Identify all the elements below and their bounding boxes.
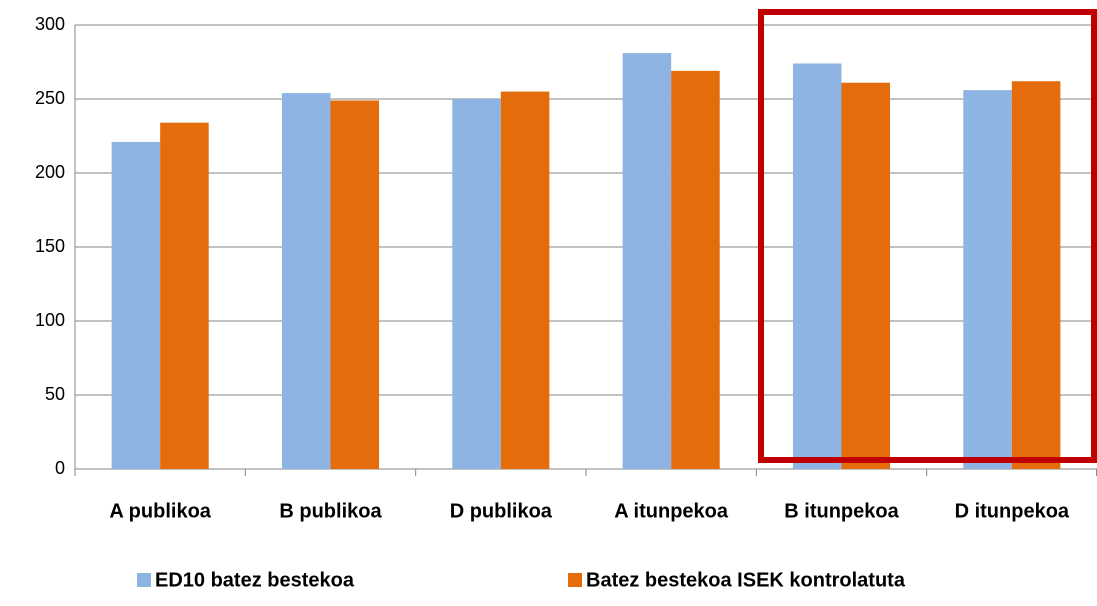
legend-label: ED10 batez bestekoa xyxy=(155,569,355,591)
y-tick-label: 50 xyxy=(45,384,65,404)
bar xyxy=(792,63,842,469)
y-tick-label: 250 xyxy=(35,88,65,108)
y-tick-label: 100 xyxy=(35,310,65,330)
bar xyxy=(111,141,161,470)
y-tick-label: 300 xyxy=(35,14,65,34)
y-tick-label: 0 xyxy=(55,458,65,478)
x-tick-label: B itunpekoa xyxy=(784,500,899,522)
x-tick-label: A publikoa xyxy=(109,500,211,522)
x-tick-label: D publikoa xyxy=(450,500,553,522)
legend-label: Batez bestekoa ISEK kontrolatuta xyxy=(586,569,906,591)
bar xyxy=(281,93,331,469)
y-tick-label: 150 xyxy=(35,236,65,256)
bar xyxy=(622,53,672,470)
y-tick-label: 200 xyxy=(35,162,65,182)
bar xyxy=(841,82,891,469)
x-tick-label: D itunpekoa xyxy=(955,500,1070,522)
bar xyxy=(500,91,550,469)
bar xyxy=(160,122,209,470)
bar xyxy=(452,99,501,469)
x-tick-label: A itunpekoa xyxy=(614,500,729,522)
bar xyxy=(671,70,720,469)
highlight-box xyxy=(758,9,1097,463)
bar xyxy=(963,90,1012,470)
bar xyxy=(1011,81,1061,470)
bar xyxy=(330,100,380,469)
x-tick-label: B publikoa xyxy=(279,500,382,522)
legend-swatch xyxy=(568,573,582,587)
legend-swatch xyxy=(137,573,151,587)
